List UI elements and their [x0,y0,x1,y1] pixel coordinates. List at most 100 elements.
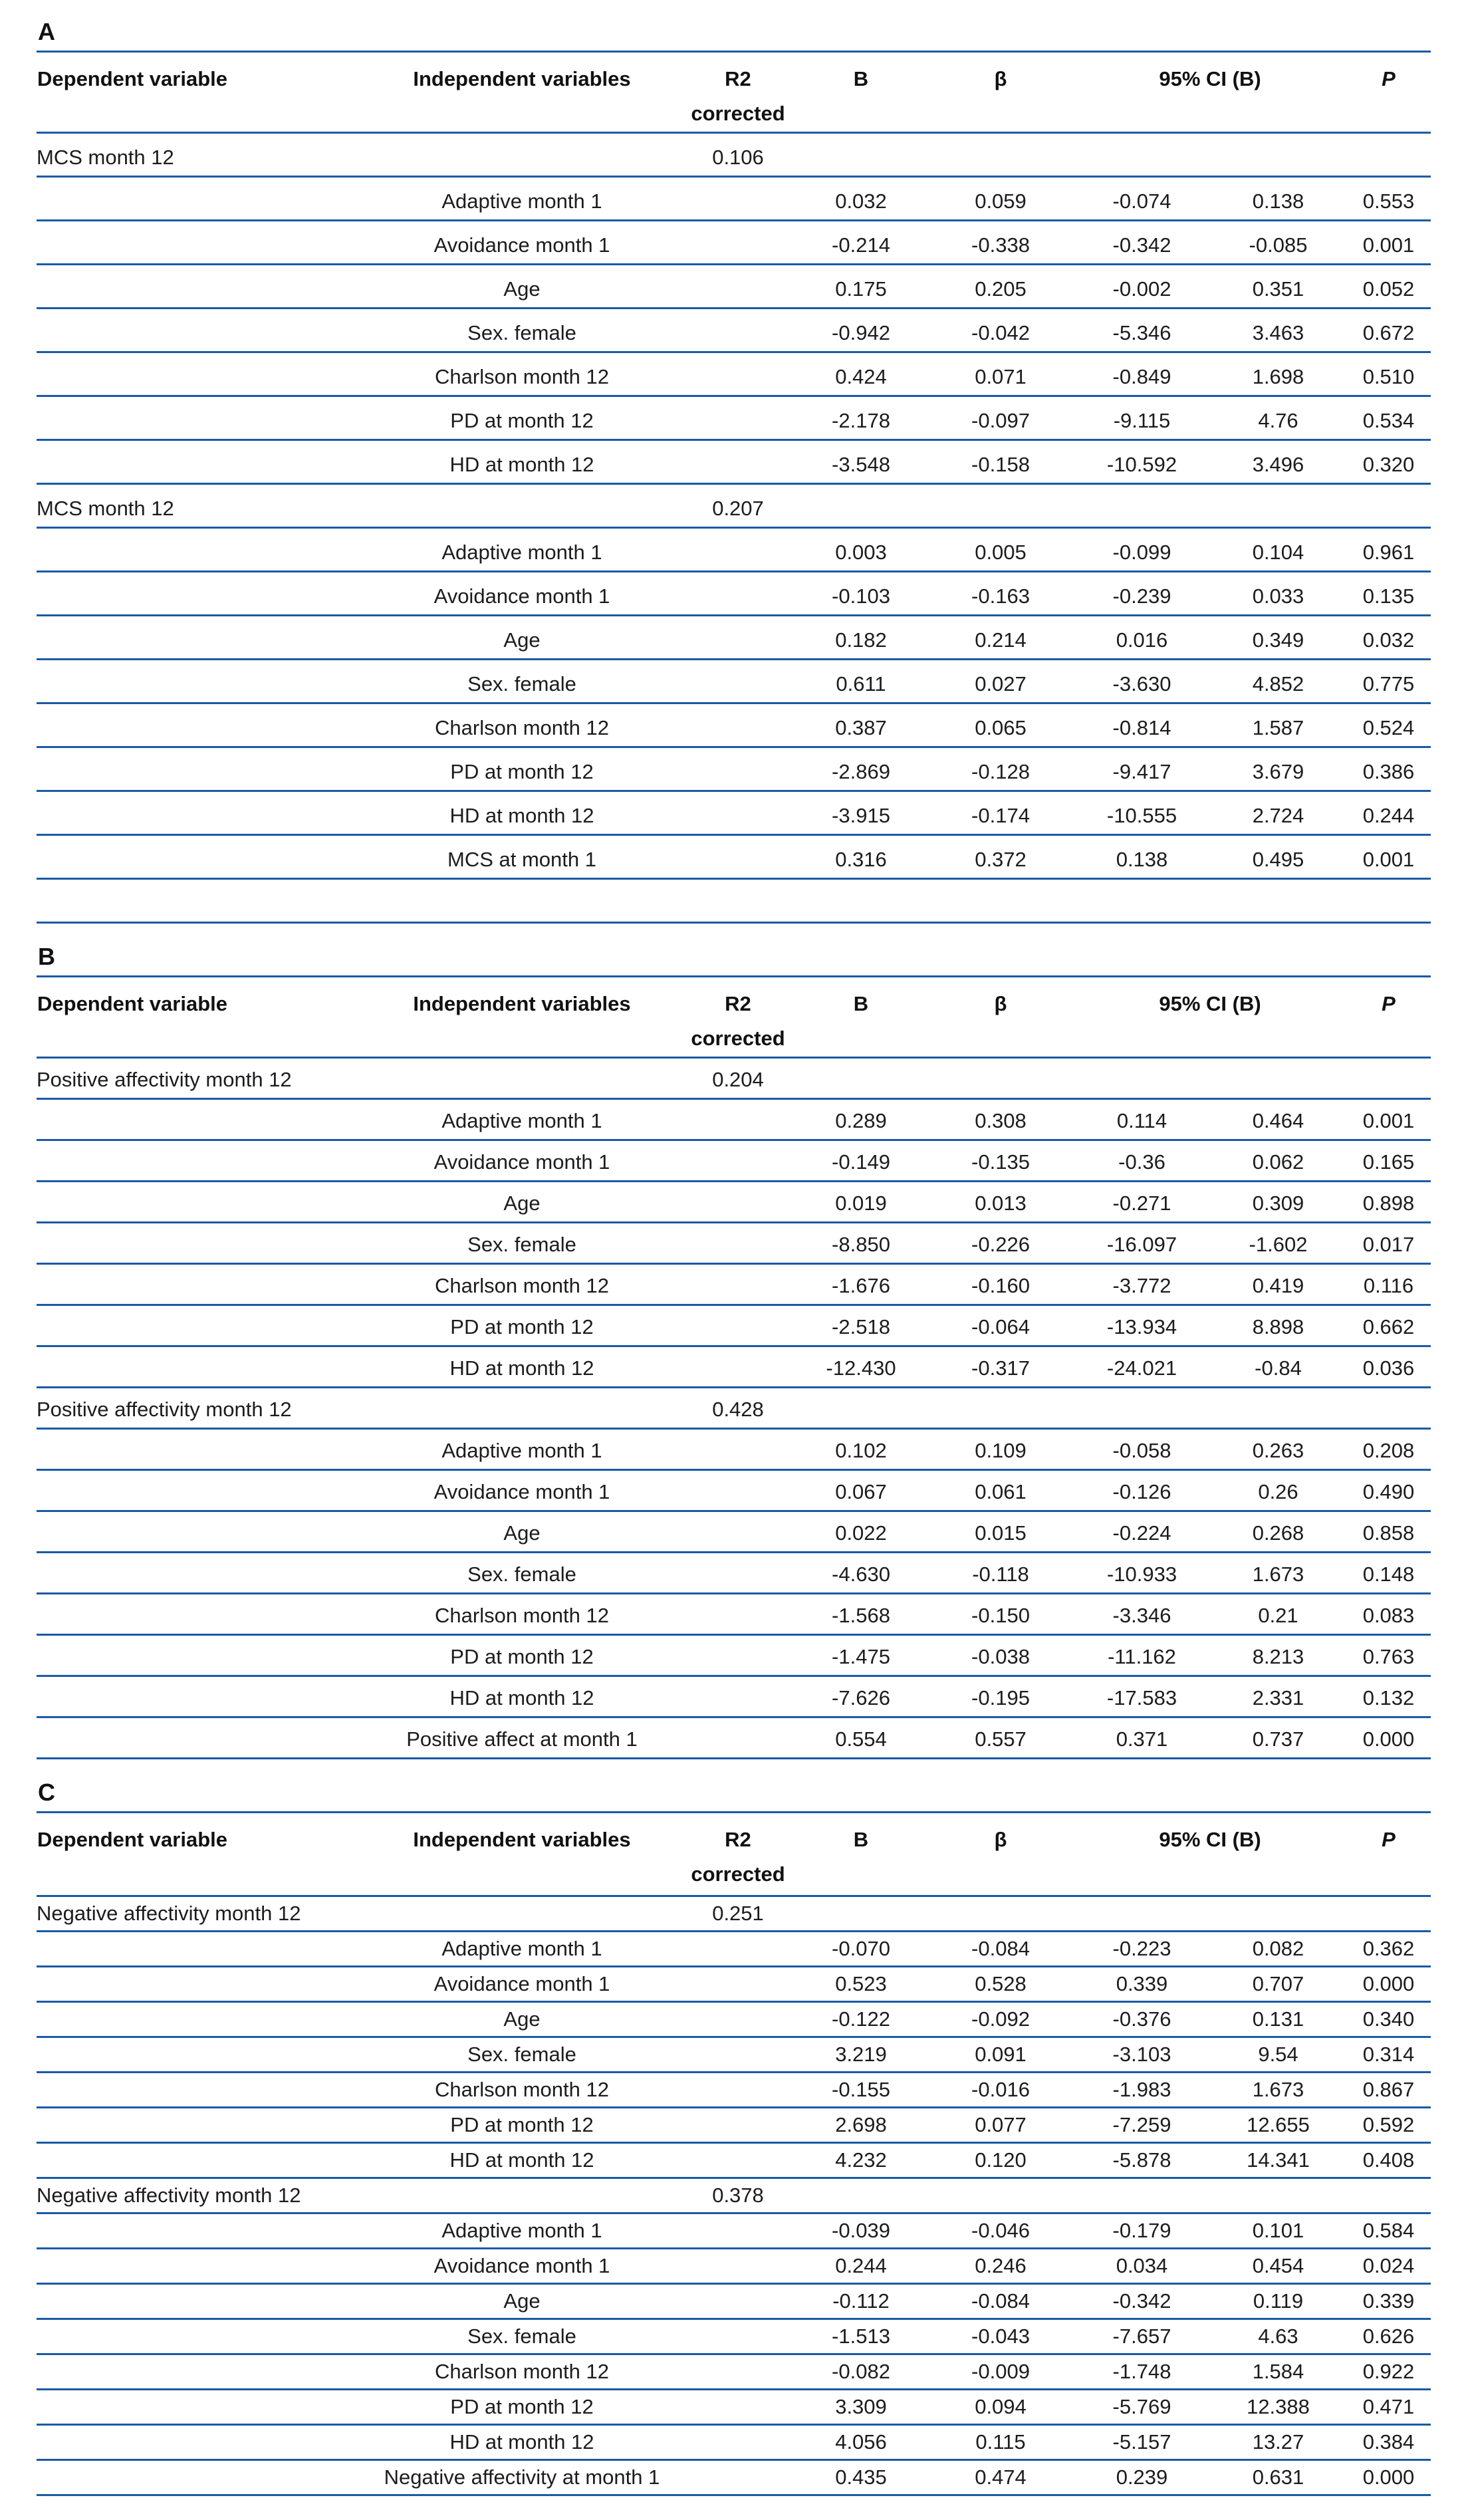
table-row: Charlson month 12 -0.082 -0.009 -1.748 1… [37,2354,1431,2390]
table-row: Age 0.175 0.205 -0.002 0.351 0.052 [37,265,1431,309]
dependent-variable-cell [37,2037,362,2073]
r2-cell [681,1099,794,1140]
beta-cell: -0.160 [971,1274,1030,1297]
r2-cell [681,2354,794,2390]
independent-variable-cell: Negative affectivity at month 1 [384,2465,660,2489]
beta-cell: 0.091 [975,2043,1027,2066]
p-cell: 0.132 [1362,1686,1415,1709]
ci-low-cell: -9.115 [1113,409,1171,432]
p-cell: 0.763 [1362,1645,1415,1668]
dependent-variable-cell [37,1182,362,1223]
dependent-variable-cell [37,1099,362,1140]
ci-high-cell: 1.584 [1252,2360,1304,2383]
beta-cell: 0.115 [975,2430,1026,2454]
table-row: PD at month 12 -2.178 -0.097 -9.115 4.76… [37,396,1431,440]
p-cell: 0.320 [1362,453,1415,476]
beta-cell: -0.064 [971,1315,1030,1338]
dependent-variable-cell [37,1635,362,1676]
r2-label: R2 [725,67,751,90]
r2-cell [681,1264,794,1305]
r2-cell [681,2390,794,2425]
dependent-variable-cell [37,660,362,703]
ci-low-cell: -0.36 [1118,1150,1165,1174]
p-cell: 0.961 [1362,541,1415,564]
ci-low-cell: -3.103 [1112,2043,1171,2066]
dependent-variable-cell [37,703,362,747]
beta-cell [927,1058,1074,1099]
p-cell: 0.024 [1362,2254,1415,2277]
ci-high-cell: 3.496 [1252,453,1304,476]
r2-cell [681,352,794,396]
ci-low-cell: -0.002 [1112,277,1171,301]
independent-variable-cell: Charlson month 12 [435,716,609,739]
ci-low-cell: -13.934 [1106,1315,1177,1338]
b-cell: 0.424 [835,365,887,388]
dependent-variable-cell [37,616,362,660]
b-cell: -2.178 [832,409,890,432]
ci-high-cell [1210,2178,1346,2213]
dependent-variable-cell: MCS month 12 [37,146,174,169]
table-row: Sex. female -0.942 -0.042 -5.346 3.463 0… [37,309,1431,352]
p-cell: 0.001 [1362,848,1415,871]
independent-variable-cell: Age [503,1521,541,1545]
ci-low-cell: -0.074 [1112,189,1171,213]
ci-high-cell: -0.84 [1255,1356,1302,1380]
p-cell: 0.148 [1362,1563,1415,1586]
r2-cell [681,2143,794,2178]
dependent-variable-cell [37,1676,362,1717]
ci-low-cell [1074,1058,1210,1099]
b-cell: 0.019 [835,1192,887,1215]
independent-variable-cell: Avoidance month 1 [433,584,610,608]
b-cell: -0.149 [832,1150,890,1174]
ci-low-cell [1074,133,1210,177]
p-cell [1346,2178,1431,2213]
ci-high-cell: 9.54 [1258,2043,1298,2066]
r2-corrected-label: corrected [691,1862,785,1886]
independent-variable-cell: HD at month 12 [449,2148,594,2172]
independent-variable-cell: PD at month 12 [450,2395,594,2418]
table-row: Avoidance month 1 -0.103 -0.163 -0.239 0… [37,572,1431,616]
ci-low-cell: -0.342 [1112,2289,1171,2313]
beta-cell [927,133,1074,177]
p-cell: 0.036 [1362,1356,1415,1380]
b-cell: 0.003 [835,541,887,564]
ci-high-cell: 0.062 [1252,1150,1304,1174]
independent-variable-cell [362,1058,681,1099]
dependent-variable-cell: Positive affectivity month 12 [37,1068,292,1091]
r2-cell [681,879,794,923]
dependent-variable-cell [37,396,362,440]
ci-high-cell: 0.033 [1252,584,1304,608]
ci-high-cell: 0.26 [1258,1480,1298,1503]
dependent-variable-cell [37,791,362,835]
independent-variable-cell: Charlson month 12 [435,1604,609,1627]
dependent-variable-cell [37,177,362,221]
b-cell: -0.214 [832,233,890,257]
dependent-variable-cell [37,1967,362,2002]
beta-cell: -0.016 [971,2078,1030,2101]
ci-high-cell: 2.724 [1252,804,1304,827]
b-cell: -1.475 [832,1645,890,1668]
independent-variable-cell: HD at month 12 [449,804,594,827]
dependent-variable-cell [37,1932,362,1967]
ci-high-cell: 0.119 [1253,2289,1304,2313]
beta-cell: 0.094 [975,2395,1027,2418]
ci-high-cell: 13.27 [1252,2430,1304,2454]
independent-variable-cell: Age [503,2007,541,2031]
header-row: Dependent variable Independent variables… [37,1813,1431,1896]
table-row: Adaptive month 1 0.102 0.109 -0.058 0.26… [37,1429,1431,1470]
table-row: Negative affectivity month 12 0.378 [37,2178,1431,2213]
independent-variable-cell: Charlson month 12 [435,365,609,388]
column-header-dependent-variable: Dependent variable [37,67,227,90]
beta-cell: -0.043 [971,2325,1030,2348]
ci-low-cell: -0.224 [1112,1521,1171,1545]
ci-low-cell: -17.583 [1106,1686,1177,1709]
independent-variable-cell: HD at month 12 [449,1686,594,1709]
independent-variable-cell: Age [503,277,541,301]
beta-cell: 0.246 [975,2254,1027,2277]
table-row: Age 0.019 0.013 -0.271 0.309 0.898 [37,1182,1431,1223]
table-row: MCS at month 1 0.316 0.372 0.138 0.495 0… [37,835,1431,879]
b-cell [794,1896,927,1932]
dependent-variable-cell [37,2249,362,2284]
p-cell: 0.135 [1362,584,1415,608]
b-cell: 0.102 [835,1439,887,1462]
